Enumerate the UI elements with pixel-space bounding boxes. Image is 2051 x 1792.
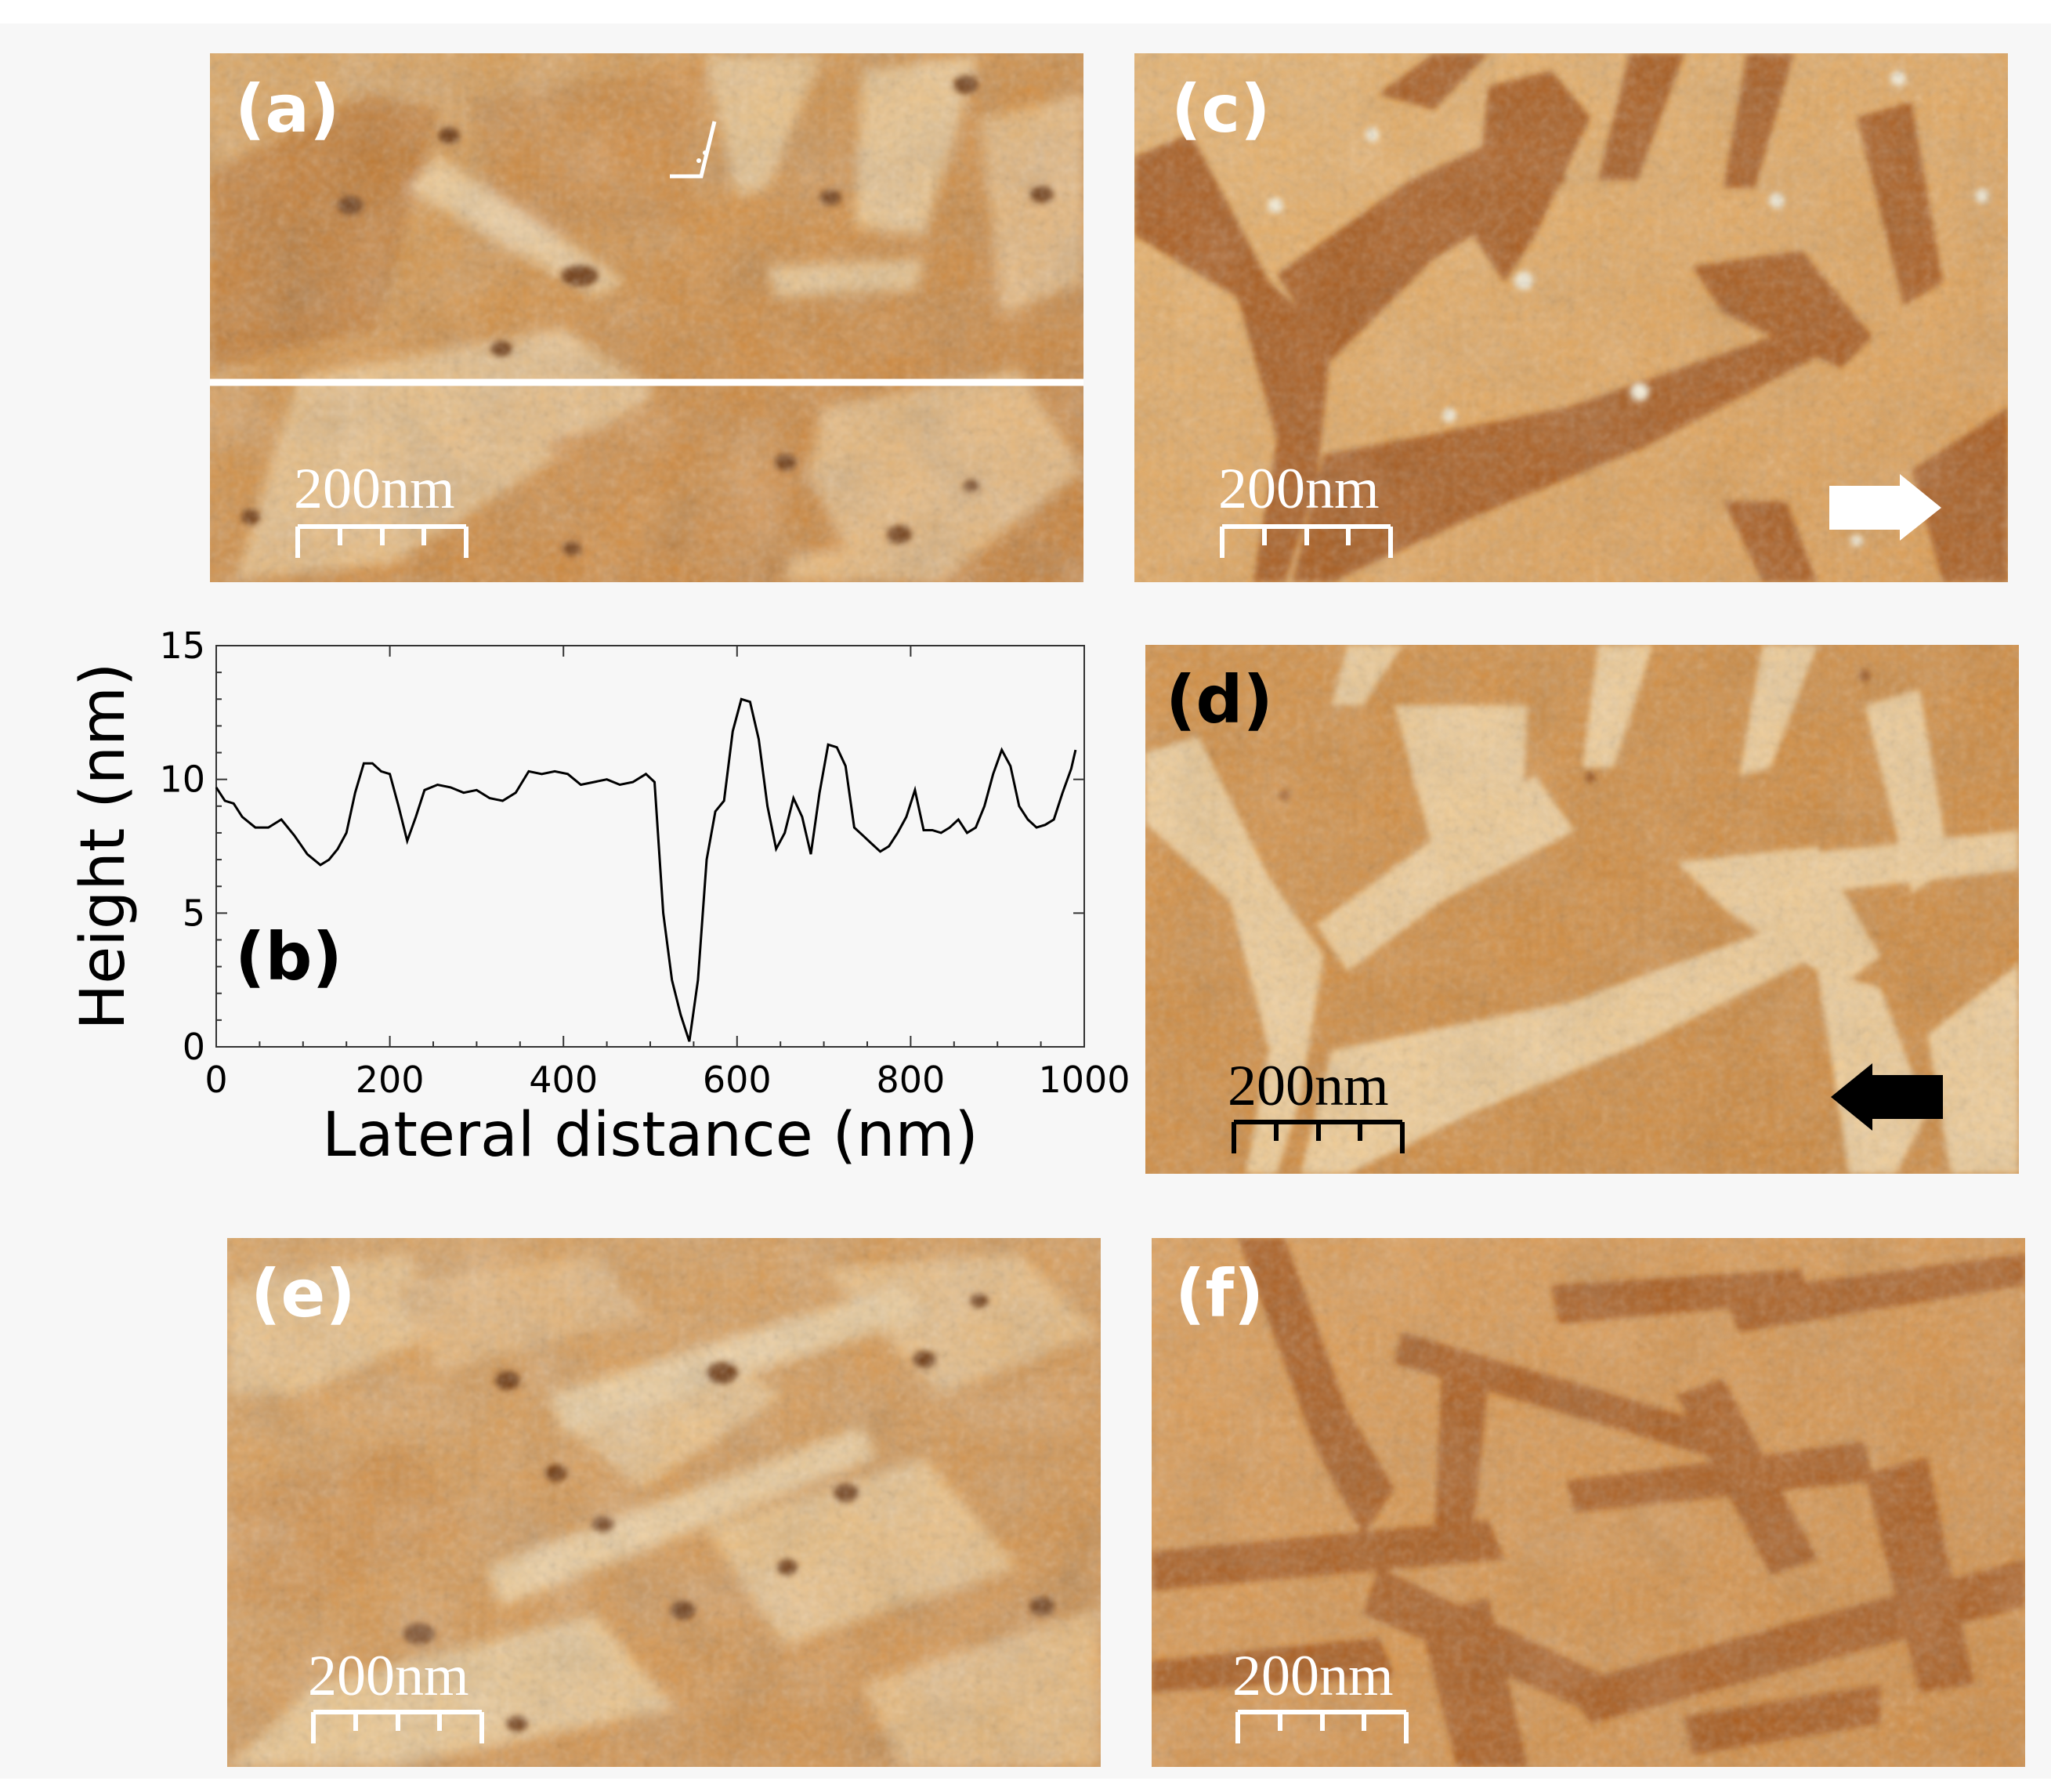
height-profile-series xyxy=(215,697,1077,1042)
panel-c-scale-bar: 200nm xyxy=(1218,457,1393,558)
panel-a xyxy=(210,53,1083,582)
panel-b-label: (b) xyxy=(235,918,342,995)
x-tick-label: 600 xyxy=(703,1059,772,1101)
arrow-right-icon xyxy=(1829,474,1941,541)
x-tick-label: 400 xyxy=(529,1059,598,1101)
panel-f-scale-bar: 200nm xyxy=(1232,1644,1409,1743)
panel-c-label: (c) xyxy=(1171,71,1271,147)
panel-b-chart: 0 200 400 600 800 1000 0 5 10 15 (b) Lateral dist… xyxy=(68,624,1130,1171)
panel-e-scale-text: 200nm xyxy=(308,1644,469,1708)
panel-e xyxy=(227,1238,1101,1767)
panel-a-scale-bar: 200nm xyxy=(294,457,468,558)
panel-d-scale-text: 200nm xyxy=(1228,1054,1389,1118)
axis-ticks: 0 200 400 600 800 1000 0 5 10 15 xyxy=(159,624,1130,1101)
x-tick-label: 800 xyxy=(876,1059,945,1101)
panel-d-scale-bar: 200nm xyxy=(1228,1054,1405,1153)
x-tick-label: 1000 xyxy=(1038,1059,1130,1101)
arrow-left-icon xyxy=(1831,1063,1943,1131)
x-axis-title: Lateral distance (nm) xyxy=(322,1100,978,1171)
panel-c-scale-text: 200nm xyxy=(1218,457,1380,521)
y-tick-label: 5 xyxy=(183,892,205,934)
panel-a-scale-text: 200nm xyxy=(294,457,455,521)
panel-f-scale-text: 200nm xyxy=(1232,1644,1394,1708)
y-tick-label: 10 xyxy=(159,758,205,801)
panel-f xyxy=(1152,1238,2025,1767)
panel-d xyxy=(1145,645,2019,1174)
panel-e-label: (e) xyxy=(251,1255,356,1332)
y-tick-label: 15 xyxy=(159,624,205,667)
angle-marker xyxy=(670,121,717,179)
y-axis-title: Height (nm) xyxy=(68,663,139,1030)
x-tick-label: 0 xyxy=(204,1059,227,1101)
plot-area xyxy=(215,645,1085,1048)
panel-a-label: (a) xyxy=(235,71,339,147)
x-tick-label: 200 xyxy=(356,1059,425,1101)
panel-f-label: (f) xyxy=(1175,1255,1264,1332)
panel-e-scale-bar: 200nm xyxy=(308,1644,484,1743)
panel-d-label: (d) xyxy=(1166,661,1273,738)
y-tick-label: 0 xyxy=(183,1026,205,1068)
